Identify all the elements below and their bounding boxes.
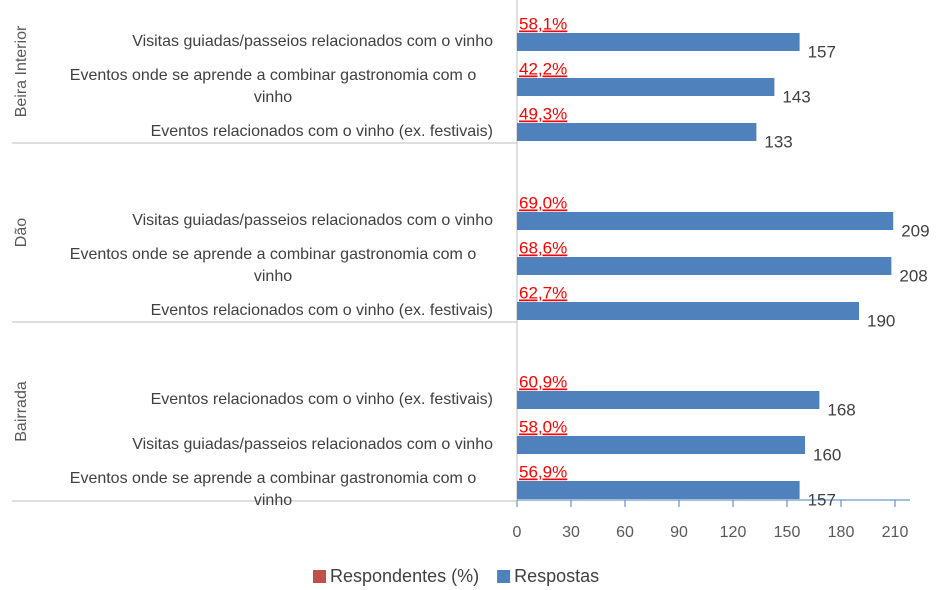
data-label: 157: [808, 42, 836, 61]
bar: [517, 78, 775, 96]
category-label: Visitas guiadas/passeios relacionados co…: [132, 33, 493, 50]
percent-label: 58,1%: [519, 14, 567, 33]
percent-label: 56,9%: [519, 462, 567, 481]
category-label: Eventos relacionados com o vinho (ex. fe…: [150, 302, 493, 319]
percent-label: 42,2%: [519, 59, 567, 78]
x-tick-label: 90: [670, 524, 688, 541]
data-label: 160: [813, 445, 841, 464]
category-label: Eventos onde se aprende a combinar gastr…: [69, 246, 477, 285]
percent-label: 68,6%: [519, 238, 567, 257]
bar: [517, 212, 894, 230]
percent-label: 69,0%: [519, 193, 567, 212]
category-label: Eventos relacionados com o vinho (ex. fe…: [150, 123, 493, 140]
x-tick-label: 210: [882, 524, 909, 541]
data-label: 133: [764, 132, 792, 151]
group-label: Beira Interior: [13, 25, 30, 117]
bar: [517, 436, 805, 454]
group-label: Bairrada: [13, 381, 30, 442]
legend-swatch: [497, 570, 511, 583]
percent-label: 49,3%: [519, 104, 567, 123]
x-tick-label: 30: [562, 524, 580, 541]
category-label: Visitas guiadas/passeios relacionados co…: [132, 436, 493, 453]
category-label: Eventos onde se aprende a combinar gastr…: [69, 470, 477, 509]
data-label: 209: [901, 221, 929, 240]
group-label: Dão: [13, 218, 30, 247]
bar: [517, 257, 892, 275]
percent-label: 58,0%: [519, 417, 567, 436]
data-label: 168: [827, 400, 855, 419]
percent-label: 60,9%: [519, 372, 567, 391]
legend-label: Respondentes (%): [330, 566, 479, 586]
category-label: Eventos onde se aprende a combinar gastr…: [69, 67, 477, 106]
bar: [517, 302, 859, 320]
data-label: 190: [867, 311, 895, 330]
bar: [517, 123, 757, 141]
x-tick-label: 120: [720, 524, 747, 541]
x-tick-label: 150: [774, 524, 801, 541]
data-label: 157: [808, 490, 836, 509]
bar: [517, 33, 800, 51]
bar: [517, 391, 820, 409]
x-tick-label: 60: [616, 524, 634, 541]
category-label: Eventos relacionados com o vinho (ex. fe…: [150, 391, 493, 408]
percent-label: 62,7%: [519, 283, 567, 302]
x-tick-label: 0: [513, 524, 522, 541]
legend-label: Respostas: [514, 566, 599, 586]
data-label: 208: [899, 266, 927, 285]
x-tick-label: 180: [828, 524, 855, 541]
category-label: Visitas guiadas/passeios relacionados co…: [132, 212, 493, 229]
data-label: 143: [782, 87, 810, 106]
legend-swatch: [313, 570, 326, 583]
bar: [517, 481, 800, 499]
